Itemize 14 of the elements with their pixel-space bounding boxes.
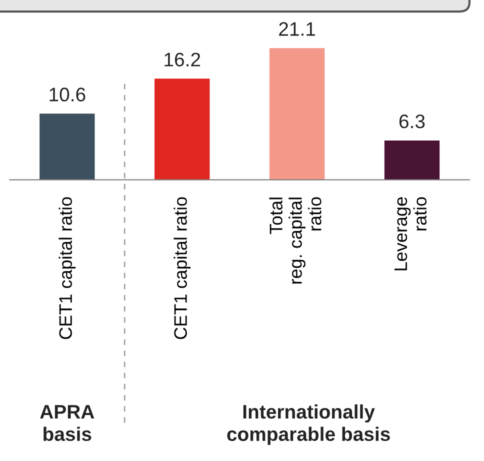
data-label: 6.3 <box>399 114 425 128</box>
data-label: 21.1 <box>279 22 316 36</box>
x-tick-label: CET1 capital ratio <box>58 197 76 340</box>
x-tick-label: CET1 capital ratio <box>174 197 191 340</box>
x-tick-label: Total reg. capital ratio <box>269 197 322 284</box>
bar <box>384 140 440 180</box>
data-label: 16.2 <box>164 52 200 66</box>
text: APRA basis <box>40 405 94 442</box>
x-tick-label: Leverage ratio <box>394 197 427 270</box>
bar <box>154 78 210 180</box>
text: Internationally comparable basis <box>227 404 390 445</box>
bar <box>40 114 95 180</box>
bar <box>269 48 325 180</box>
data-label: 10.6 <box>50 88 86 102</box>
